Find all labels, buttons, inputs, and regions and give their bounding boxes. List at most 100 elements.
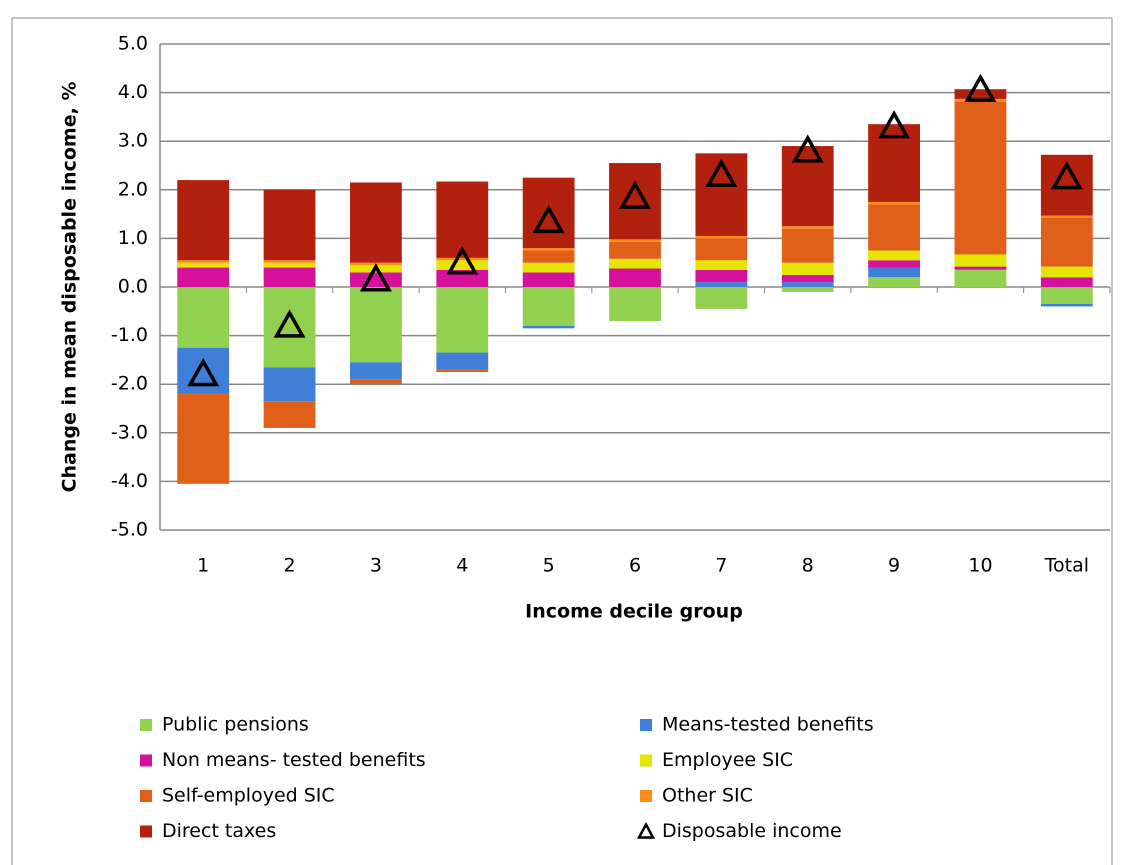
- bar-segment: [781, 287, 834, 292]
- y-tick-label: 2.0: [118, 178, 148, 200]
- bar-segment: [350, 182, 402, 263]
- bar-segment: [177, 287, 230, 348]
- disposable-income-marker: [964, 73, 997, 102]
- bar-segment: [522, 177, 575, 249]
- bar-segment: [609, 268, 661, 287]
- legend-swatch: [140, 754, 152, 767]
- bar-segment: [695, 287, 748, 309]
- bar-segment: [350, 287, 402, 363]
- bar-segment: [436, 260, 489, 270]
- y-tick-label: 1.0: [118, 227, 148, 249]
- y-tick-label: -2.0: [111, 373, 148, 395]
- bar-segment: [350, 379, 402, 385]
- bar-segment: [954, 266, 1007, 270]
- bar-segment: [177, 180, 230, 261]
- bar-segment: [522, 287, 575, 326]
- legend-swatch: [140, 825, 152, 838]
- bar-segment: [350, 272, 402, 287]
- bar-segment: [868, 260, 920, 268]
- bar-segment: [1040, 287, 1093, 305]
- bar-segment: [177, 347, 230, 394]
- bar-segment: [609, 258, 661, 269]
- bar-segment: [781, 226, 834, 229]
- legend-label: Non means- tested benefits: [162, 749, 426, 771]
- bar-segment: [522, 250, 575, 263]
- legend-label: Direct taxes: [162, 820, 276, 842]
- y-axis-title: Change in mean disposable income, %: [59, 82, 81, 493]
- disposable-income-marker: [446, 246, 479, 275]
- bar-segment: [263, 262, 316, 268]
- bar-segment: [522, 262, 575, 273]
- bar-segment: [436, 181, 489, 258]
- bar-segment: [1040, 215, 1093, 218]
- bar-segment: [868, 204, 920, 251]
- x-tick-label: 5: [543, 555, 555, 577]
- bar-segment: [695, 260, 748, 270]
- legend-label: Disposable income: [662, 820, 842, 842]
- disposable-income-marker: [359, 263, 392, 292]
- bar-segment: [781, 274, 834, 283]
- x-tick-label: 1: [197, 555, 209, 577]
- bar-segment: [695, 235, 748, 239]
- legend-label: Employee SIC: [662, 749, 793, 771]
- bar-segment: [954, 269, 1007, 270]
- legend-symbol: [636, 821, 656, 839]
- bar-segment: [695, 269, 748, 283]
- bar-segment: [177, 260, 230, 263]
- bar-segment: [868, 277, 920, 287]
- legend-label: Means-tested benefits: [662, 714, 874, 736]
- bar-segment: [781, 282, 834, 287]
- bar-segment: [263, 401, 316, 428]
- x-tick-label: 3: [370, 555, 382, 577]
- bar-segment: [954, 254, 1007, 267]
- disposable-income-marker: [187, 357, 220, 387]
- legend-swatch: [640, 719, 652, 731]
- bar-segment: [177, 262, 230, 268]
- disposable-income-marker: [705, 158, 738, 187]
- bar-segment: [263, 367, 316, 402]
- y-tick-label: -1.0: [111, 324, 148, 346]
- x-tick-label: 10: [968, 555, 992, 577]
- bar-segment: [1040, 266, 1093, 278]
- legend-swatch: [140, 719, 152, 731]
- x-tick-label: 2: [283, 555, 295, 577]
- bar-segment: [1040, 277, 1093, 287]
- legend-swatch: [640, 790, 652, 802]
- bar-segment: [1040, 304, 1093, 307]
- bar-segment: [695, 238, 748, 261]
- bar-segment: [1040, 217, 1093, 267]
- bar-segment: [954, 269, 1007, 287]
- bar-segment: [781, 228, 834, 263]
- x-axis-title: Income decile group: [525, 601, 743, 623]
- x-tick-label: 8: [802, 555, 814, 577]
- bar-segment: [436, 287, 489, 353]
- legend-label: Public pensions: [162, 714, 309, 736]
- bar-segment: [868, 201, 920, 205]
- bar-segment: [350, 362, 402, 380]
- legend-label: Other SIC: [662, 785, 753, 807]
- bar-segment: [695, 282, 748, 287]
- bar-segment: [522, 248, 575, 251]
- bar-segment: [609, 241, 661, 259]
- x-tick-label: 6: [629, 555, 641, 577]
- bar-segment: [177, 267, 230, 287]
- bar-segment: [868, 250, 920, 261]
- legend-label: Self-employed SIC: [162, 785, 335, 807]
- y-tick-label: 5.0: [118, 33, 148, 55]
- y-tick-label: -4.0: [111, 470, 148, 492]
- bar-segment: [436, 257, 489, 261]
- disposable-income-marker: [791, 134, 824, 163]
- disposable-income-marker: [273, 309, 306, 338]
- bar-segment: [263, 287, 316, 368]
- bar-segment: [436, 369, 489, 373]
- x-tick-label: Total: [1044, 555, 1089, 577]
- legend-swatch: [140, 790, 152, 802]
- bar-segment: [954, 101, 1007, 255]
- bar-segment: [436, 352, 489, 370]
- bar-segment: [609, 287, 661, 322]
- bar-segment: [954, 89, 1007, 99]
- disposable-income-marker: [619, 180, 651, 209]
- bar-segment: [263, 189, 316, 261]
- disposable-income-marker: [532, 204, 565, 234]
- y-tick-label: 4.0: [118, 81, 148, 103]
